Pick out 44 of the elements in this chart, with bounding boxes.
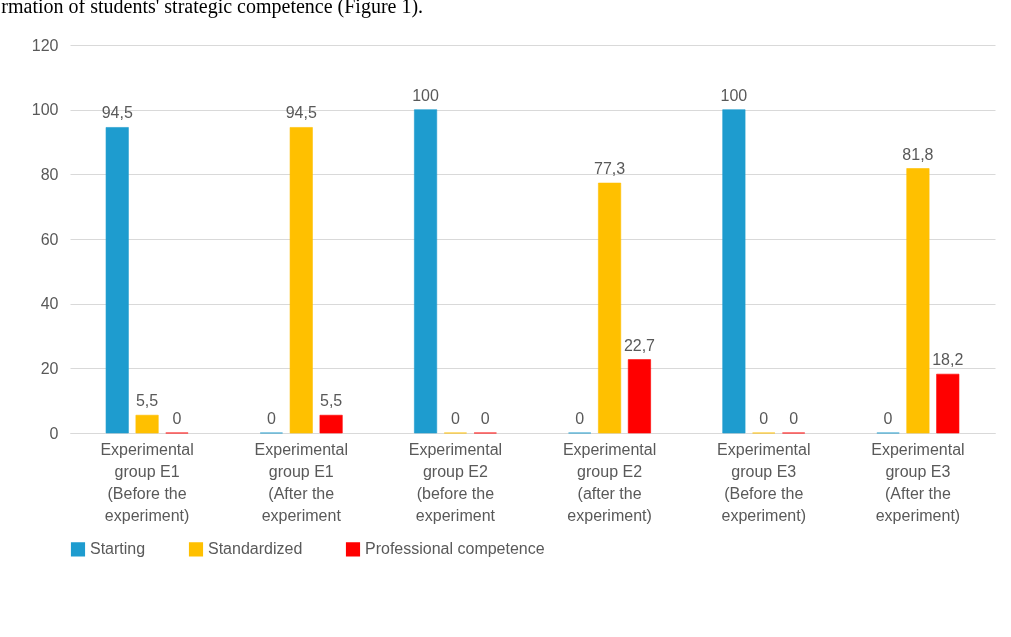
y-tick-label: 0: [49, 424, 59, 442]
x-tick-label: Experimental group E3 (Before the experiment): [717, 440, 811, 524]
bar: [105, 127, 129, 434]
y-tick-label: 80: [40, 165, 59, 183]
bar: [598, 182, 622, 434]
x-tick-label: Experimental group E3 (After the experiment): [871, 440, 965, 524]
bar: [627, 359, 651, 434]
bar: [936, 373, 960, 434]
x-tick-label: Experimental group E1 (Before the experiment): [100, 440, 194, 524]
bar: [906, 168, 930, 434]
bar: [414, 109, 438, 434]
y-tick-label: 60: [40, 230, 59, 248]
bar: [319, 414, 343, 434]
bar: [289, 127, 313, 434]
data-label: 77,3: [594, 160, 626, 178]
data-label: 0: [172, 410, 182, 427]
x-tick-label: Experimental group E2 (after the experiment): [562, 440, 657, 524]
data-label: 0: [789, 410, 799, 427]
data-label: 0: [759, 410, 769, 427]
data-label: 94,5: [285, 104, 317, 122]
data-label: 18,2: [932, 351, 964, 369]
data-label: 0: [480, 410, 490, 427]
data-label: 22,7: [623, 336, 656, 354]
bar: [135, 414, 159, 434]
data-label: 100: [720, 86, 748, 104]
data-label: 94,5: [101, 104, 133, 122]
data-label: 0: [450, 410, 460, 427]
x-tick-label: Experimental group E2 (before the experiment: [408, 440, 503, 524]
data-label: 5,5: [319, 392, 343, 410]
y-tick-label: 120: [31, 36, 59, 54]
data-label: 0: [266, 410, 276, 427]
data-label: 100: [412, 86, 439, 104]
y-tick-label: 40: [40, 295, 59, 313]
legend-label: Starting: [90, 540, 146, 558]
bar: [722, 109, 746, 434]
legend-label: Standardized: [208, 540, 303, 558]
y-tick-label: 20: [40, 359, 59, 377]
data-label: 5,5: [135, 392, 159, 410]
data-label: 81,8: [902, 145, 934, 163]
legend-label: Professional competence: [365, 540, 545, 558]
data-label: 0: [575, 410, 585, 427]
y-tick-label: 100: [31, 101, 59, 119]
data-label: 0: [883, 410, 893, 427]
x-tick-label: Experimental group E1 (After the experiment: [254, 440, 348, 524]
